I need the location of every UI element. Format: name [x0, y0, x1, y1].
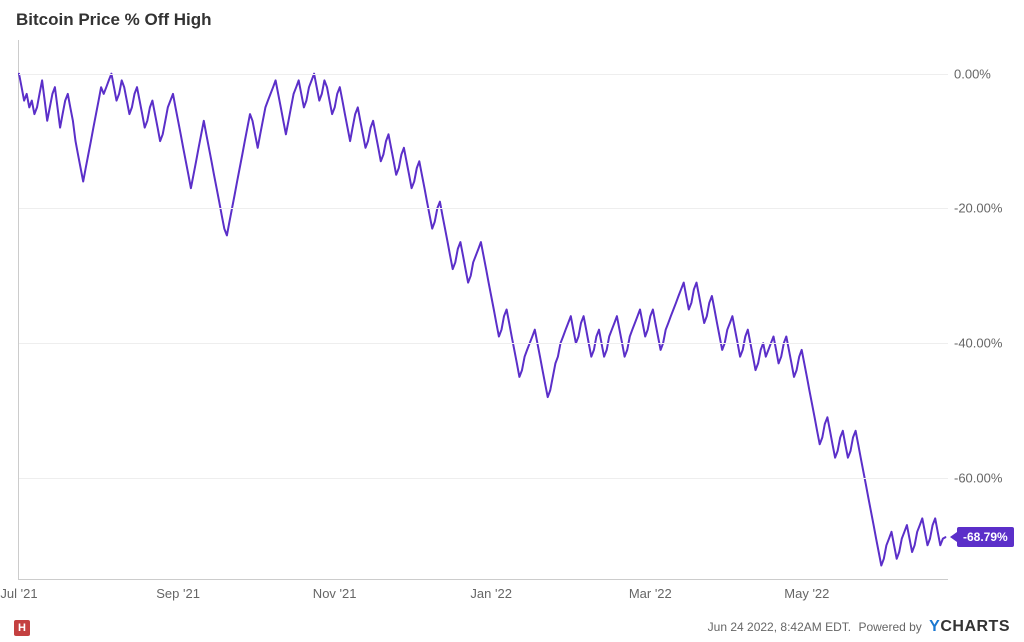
x-axis-label: Mar '22 — [629, 586, 672, 601]
gridline — [19, 343, 948, 344]
chart-container: Bitcoin Price % Off High 0.00%-20.00%-40… — [0, 0, 1024, 642]
chart-title: Bitcoin Price % Off High — [16, 10, 212, 30]
line-chart-svg — [19, 40, 948, 579]
gridline — [19, 208, 948, 209]
source-logo: H — [14, 620, 30, 636]
y-axis-label: -60.00% — [954, 470, 1010, 485]
end-value-text: -68.79% — [963, 530, 1008, 544]
y-axis-label: 0.00% — [954, 66, 1010, 81]
footer-timestamp: Jun 24 2022, 8:42AM EDT. — [708, 620, 851, 634]
ycharts-rest: CHARTS — [940, 618, 1010, 635]
footer-powered-by: Powered by — [858, 620, 921, 634]
y-axis-label: -40.00% — [954, 336, 1010, 351]
end-value-callout: -68.79% — [957, 527, 1014, 547]
footer: Jun 24 2022, 8:42AM EDT. Powered by YCHA… — [708, 618, 1010, 636]
x-axis-label: Nov '21 — [313, 586, 357, 601]
gridline — [19, 74, 948, 75]
ycharts-y: Y — [929, 618, 940, 635]
source-badge-icon: H — [14, 620, 30, 636]
ycharts-logo: YCHARTS — [929, 618, 1010, 636]
x-axis-label: Jul '21 — [0, 586, 37, 601]
x-axis-label: Jan '22 — [470, 586, 512, 601]
x-axis-label: Sep '21 — [156, 586, 200, 601]
y-axis-label: -20.00% — [954, 201, 1010, 216]
price-line — [19, 74, 945, 566]
x-axis-label: May '22 — [784, 586, 829, 601]
plot-area: 0.00%-20.00%-40.00%-60.00%Jul '21Sep '21… — [18, 40, 948, 580]
gridline — [19, 478, 948, 479]
